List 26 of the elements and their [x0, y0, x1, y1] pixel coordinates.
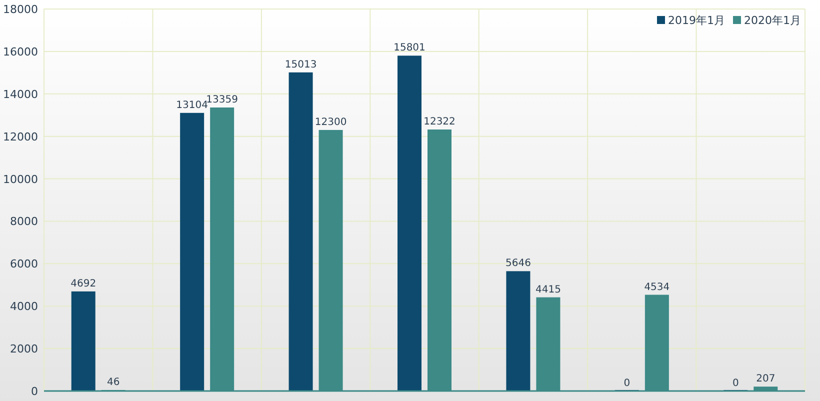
data-label: 207 — [756, 374, 776, 385]
data-label: 5646 — [505, 258, 531, 270]
y-tick-label: 0 — [31, 385, 38, 398]
data-label: 0 — [624, 378, 630, 389]
y-tick-label: 2000 — [10, 342, 38, 356]
y-tick-label: 12000 — [3, 130, 38, 144]
data-label: 12300 — [314, 116, 347, 128]
y-tick-label: 18000 — [3, 3, 38, 16]
legend-label: 2020年1月 — [744, 14, 801, 27]
data-label: 4692 — [70, 278, 96, 290]
y-tick-label: 8000 — [10, 215, 38, 228]
legend-label: 2019年1月 — [668, 14, 725, 27]
data-label: 4534 — [644, 282, 670, 293]
data-label: 15801 — [394, 42, 426, 54]
data-label: 15013 — [284, 59, 317, 70]
data-label: 12322 — [424, 116, 456, 128]
data-label: 46 — [106, 377, 120, 388]
data-label: 4415 — [535, 284, 561, 296]
data-label: 13359 — [206, 94, 238, 106]
y-tick-label: 6000 — [10, 258, 38, 271]
y-tick-label: 14000 — [3, 88, 38, 101]
data-label: 0 — [732, 378, 739, 389]
y-tick-label: 4000 — [10, 300, 38, 314]
y-tick-label: 16000 — [3, 45, 38, 58]
data-label: 13104 — [176, 100, 208, 111]
y-tick-label: 10000 — [3, 172, 38, 186]
